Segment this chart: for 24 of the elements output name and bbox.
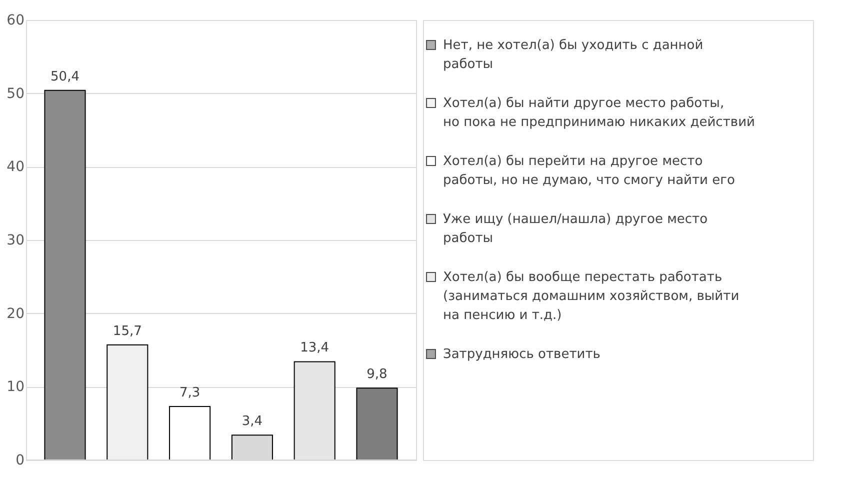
legend-label: Нет, не хотел(а) бы уходить с данной работы [443,38,704,72]
y-tick-label: 20 [6,306,24,322]
y-tick-label: 50 [6,86,24,102]
legend-label: Хотел(а) бы вообще перестать работать (заниматься домашним хозяйством, выйти на пенсию и т.д.) [443,270,740,323]
legend-label: Уже ищу (нашел/нашла) другое место работы [443,212,708,246]
y-tick-label: 60 [6,12,24,28]
bar [294,361,336,460]
data-label: 3,4 [242,414,263,430]
y-tick-label: 0 [16,452,24,468]
data-label: 15,7 [112,324,142,339]
bar [169,406,211,460]
bar [356,388,398,460]
y-tick-label: 10 [6,379,24,396]
legend-label: Хотел(а) бы перейти на другое место работы, но не думаю, что смогу найти его [443,154,735,188]
y-tick-label: 40 [6,159,24,176]
legend-label: Хотел(а) бы найти другое место работы, но пока не предпринимаю никаких действий [443,96,755,130]
bar [44,90,86,460]
bar [106,344,148,460]
legend-label: Затрудняюсь ответить [443,347,600,362]
data-label: 50,4 [50,69,80,84]
y-tick-label: 30 [6,232,24,248]
data-label: 13,4 [300,340,330,356]
data-label: 7,3 [179,385,200,400]
data-label: 9,8 [366,367,388,382]
